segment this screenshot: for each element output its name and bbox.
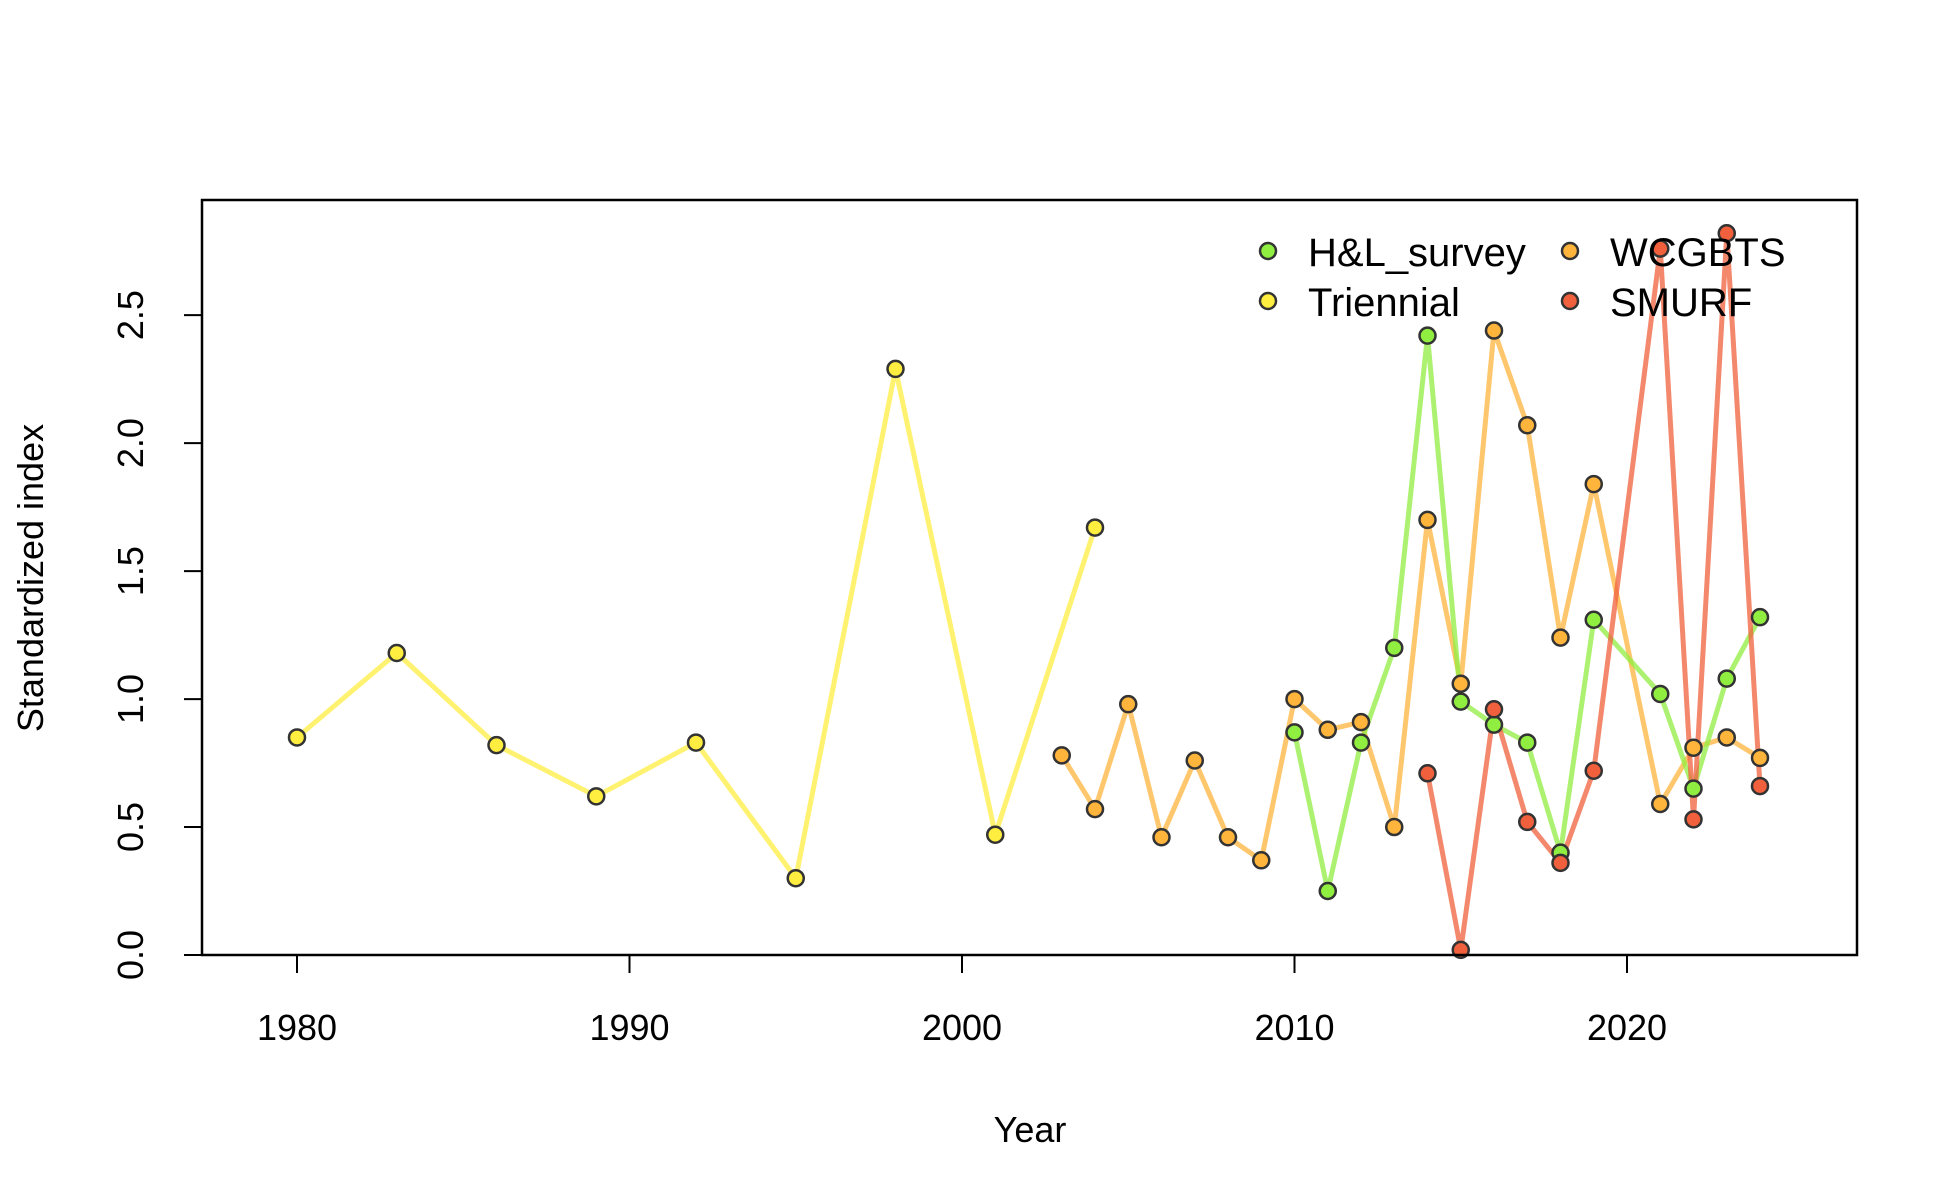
x-tick-label: 1980 [257,1007,337,1048]
data-point [1484,715,1504,734]
data-point [1651,794,1670,814]
data-point [1451,692,1470,711]
data-point [587,787,606,806]
data-point [1518,812,1537,832]
data-point [1152,828,1171,847]
series-points-wcgbts [1052,321,1770,870]
data-point [1418,326,1437,345]
data-point [1584,610,1603,629]
data-point [1385,638,1404,658]
legend-item-smurf: SMURF [1560,281,1752,325]
data-point [487,735,506,755]
legend-marker [1560,241,1580,261]
data-point [1484,700,1504,719]
data-point [1119,694,1138,714]
data-point [1518,415,1537,435]
series-layer [287,224,1770,960]
data-point [1651,684,1670,704]
data-point [1684,779,1703,798]
y-tick-label: 0.0 [110,930,151,980]
y-tick-label: 2.5 [110,290,151,340]
data-point [1418,510,1437,530]
x-tick-label: 2010 [1254,1007,1334,1048]
legend-marker [1258,291,1278,311]
y-axis-label: Standardized index [10,424,51,732]
legend: H&L_survey WCGBTS Triennial SMURF [1258,231,1786,325]
legend-item-h-l-survey: H&L_survey [1258,231,1526,275]
data-point [1252,851,1271,870]
data-point [786,868,805,888]
data-point [1285,723,1304,742]
data-point [1551,628,1570,647]
x-axis-label: Year [994,1109,1067,1150]
data-point [1351,733,1371,752]
x-tick-label: 2000 [922,1007,1002,1048]
legend-label: WCGBTS [1610,231,1786,275]
data-point [1351,712,1371,732]
data-point [1651,239,1670,258]
data-point [1684,738,1703,757]
series-smurf [1425,230,1763,953]
data-point [1518,733,1537,752]
data-point [1750,607,1770,627]
data-point [1085,799,1105,819]
legend-item-wcgbts: WCGBTS [1560,231,1786,275]
data-point [986,825,1005,844]
series-points-h-l-survey [1285,326,1770,901]
series-points-triennial [287,359,1105,888]
legend-label: SMURF [1610,281,1752,325]
data-point [1052,746,1071,765]
legend-item-triennial: Triennial [1258,281,1460,325]
data-point [287,728,307,747]
data-point [1584,474,1603,494]
data-point [1285,689,1304,709]
x-axis: 1980 1990 2000 2010 2020 [257,954,1667,1048]
x-tick-label: 1990 [589,1007,669,1048]
data-point [387,643,406,663]
data-point [1684,810,1703,829]
y-tick-label: 0.5 [110,802,151,852]
series-line-smurf [1425,230,1763,953]
data-point [1185,751,1204,770]
data-point [1717,224,1736,243]
data-point [1551,853,1570,873]
legend-label: H&L_survey [1308,231,1526,275]
data-point [1318,720,1337,740]
data-point [1318,881,1337,901]
data-point [1418,764,1437,783]
y-tick-label: 2.0 [110,418,151,468]
data-point [1750,748,1770,768]
x-tick-label: 2020 [1587,1007,1667,1048]
legend-marker [1560,291,1580,311]
data-point [1085,518,1105,537]
data-point [1451,674,1470,693]
data-point [1385,817,1404,837]
data-point [1584,761,1603,780]
y-axis: 0.0 0.5 1.0 1.5 2.0 2.5 [110,290,203,980]
data-point [886,359,905,379]
data-point [1218,828,1238,847]
data-point [1484,321,1504,340]
y-tick-label: 1.0 [110,674,151,724]
legend-marker [1258,241,1278,261]
data-point [686,733,706,752]
data-point [1750,776,1770,796]
legend-label: Triennial [1308,281,1460,325]
data-point [1717,669,1736,688]
y-tick-label: 1.5 [110,546,151,596]
data-point [1717,728,1736,747]
